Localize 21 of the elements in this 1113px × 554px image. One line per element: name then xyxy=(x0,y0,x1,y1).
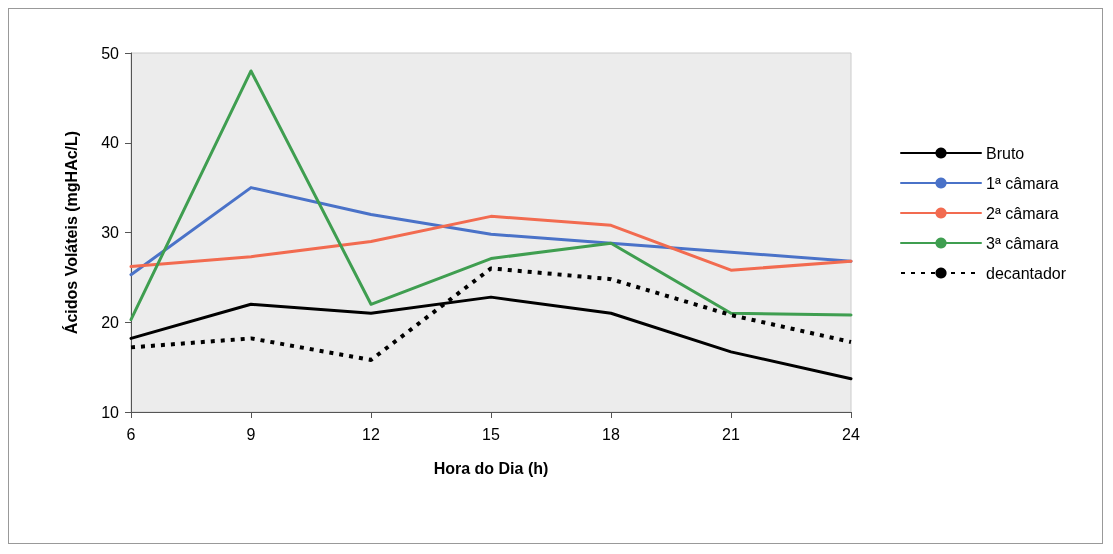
y-tick-label: 40 xyxy=(101,134,120,152)
y-axis-title: Ácidos Voláteis (mgHAc/L) xyxy=(61,130,80,335)
x-axis-title: Hora do Dia (h) xyxy=(433,459,549,477)
line-series xyxy=(129,214,853,272)
y-tick-label: 50 xyxy=(101,44,120,62)
legend-label: decantador xyxy=(986,264,1067,282)
x-tick-label: 6 xyxy=(126,425,136,443)
x-tick-label: 21 xyxy=(722,425,740,443)
legend-label: 3ª câmara xyxy=(986,234,1059,252)
legend-label: Bruto xyxy=(986,144,1025,162)
x-tick-label: 18 xyxy=(602,425,620,443)
y-tick-label: 30 xyxy=(101,224,120,241)
y-tick-label: 20 xyxy=(101,313,120,331)
line-series xyxy=(129,69,853,322)
legend-label: 2ª câmara xyxy=(986,204,1059,222)
legend-label: 1ª câmara xyxy=(986,174,1059,192)
x-tick-label: 12 xyxy=(362,425,380,443)
y-tick-label: 10 xyxy=(101,403,120,421)
x-tick-label: 9 xyxy=(246,425,256,443)
x-tick-label: 15 xyxy=(482,425,500,443)
x-tick-label: 24 xyxy=(842,425,860,443)
